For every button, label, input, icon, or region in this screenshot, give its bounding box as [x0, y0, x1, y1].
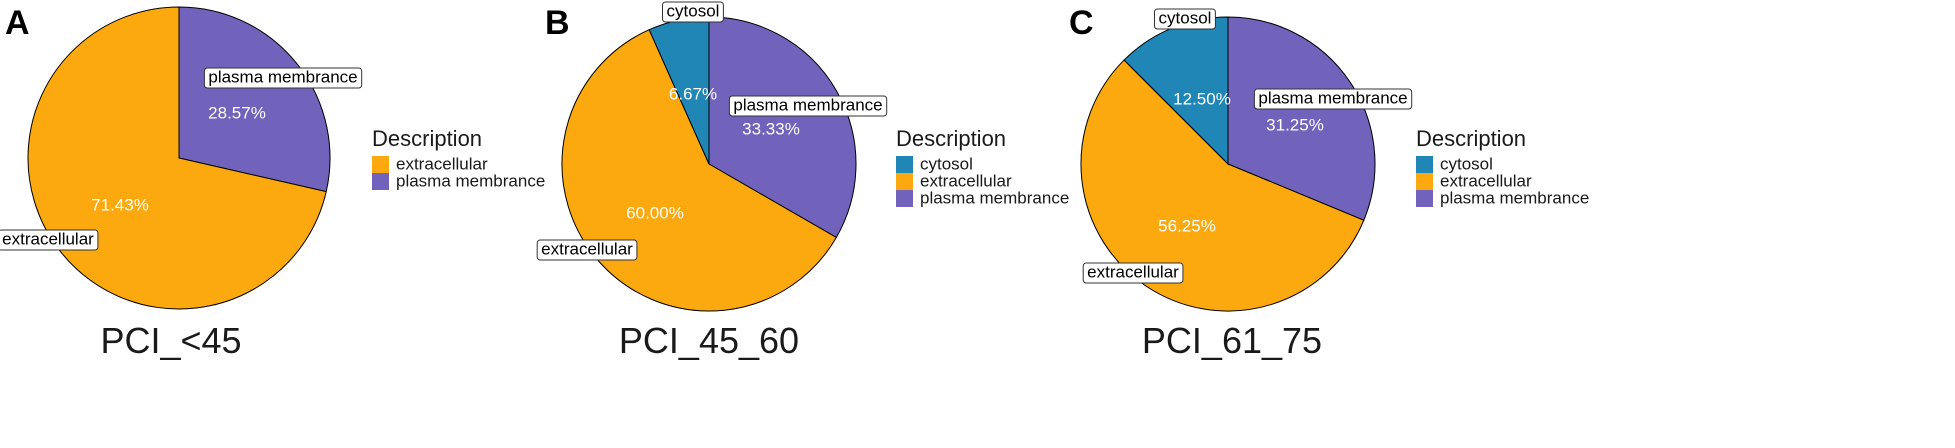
- pie-slice-extracellular: [1080, 59, 1365, 312]
- svg-text:plasma membrance: plasma membrance: [208, 67, 357, 86]
- legend-swatch: [1416, 190, 1433, 207]
- pie-slice-plasma-membrance: [708, 16, 857, 239]
- legend-title: Description: [1416, 126, 1526, 151]
- svg-text:extracellular: extracellular: [2, 229, 94, 248]
- slice-category-label: plasma membrance: [203, 67, 363, 89]
- legend-swatch: [1416, 173, 1433, 190]
- legend-item-label: plasma membrance: [1440, 188, 1589, 207]
- slice-percent-label: 33.33%: [742, 119, 800, 138]
- slice-category-label: extracellular: [536, 239, 638, 261]
- legend-item-label: extracellular: [920, 171, 1012, 190]
- legend-title: Description: [372, 126, 482, 151]
- legend-swatch: [896, 173, 913, 190]
- legend-item-label: extracellular: [1440, 171, 1532, 190]
- slice-category-label: plasma membrance: [1253, 88, 1413, 110]
- slice-percent-label: 12.50%: [1173, 89, 1231, 108]
- slice-percent-label: 71.43%: [91, 195, 149, 214]
- chart-title: PCI_45_60: [619, 320, 799, 361]
- slice-percent-label: 31.25%: [1266, 115, 1324, 134]
- pie-chart-panel-a: A28.57%71.43%plasma membranceextracellul…: [0, 4, 545, 361]
- legend-swatch: [372, 173, 389, 190]
- slice-category-label: extracellular: [0, 229, 99, 251]
- slice-category-label: cytosol: [662, 1, 724, 23]
- slice-percent-label: 6.67%: [669, 84, 717, 103]
- pie-slice-plasma-membrance: [1227, 16, 1376, 221]
- slice-category-label: plasma membrance: [728, 95, 888, 117]
- legend-item-label: plasma membrance: [920, 188, 1069, 207]
- legend-item-label: extracellular: [396, 154, 488, 173]
- chart-title: PCI_61_75: [1142, 320, 1322, 361]
- svg-text:extracellular: extracellular: [1087, 262, 1179, 281]
- legend-swatch: [1416, 156, 1433, 173]
- pie-chart-panel-c: C31.25%56.25%12.50% plasma membranceextra…: [1069, 4, 1589, 361]
- svg-text:cytosol: cytosol: [667, 1, 720, 20]
- legend-title: Description: [896, 126, 1006, 151]
- legend-swatch: [372, 156, 389, 173]
- chart-title: PCI_<45: [100, 320, 241, 361]
- svg-text:extracellular: extracellular: [541, 239, 633, 258]
- slice-category-label: cytosol: [1154, 8, 1216, 30]
- legend-swatch: [896, 190, 913, 207]
- slice-category-label: extracellular: [1082, 262, 1184, 284]
- pie-slice-extracellular: [27, 6, 327, 310]
- pie-chart-panel-b: B33.33%60.00%6.67%plasma membranceextrac…: [536, 1, 1069, 361]
- svg-text:cytosol: cytosol: [1159, 8, 1212, 27]
- panel-letter: A: [5, 4, 30, 42]
- slice-percent-label: 60.00%: [626, 203, 684, 222]
- svg-text:plasma membrance: plasma membrance: [733, 95, 882, 114]
- slice-percent-label: 56.25%: [1158, 216, 1216, 235]
- panel-letter: B: [545, 4, 570, 42]
- panel-letter: C: [1069, 4, 1094, 42]
- svg-text:plasma membrance: plasma membrance: [1258, 88, 1407, 107]
- pie-slice-plasma-membrance: [178, 6, 331, 193]
- legend-item-label: cytosol: [1440, 154, 1493, 173]
- slice-percent-label: 28.57%: [208, 103, 266, 122]
- legend-swatch: [896, 156, 913, 173]
- legend-item-label: plasma membrance: [396, 171, 545, 190]
- legend-item-label: cytosol: [920, 154, 973, 173]
